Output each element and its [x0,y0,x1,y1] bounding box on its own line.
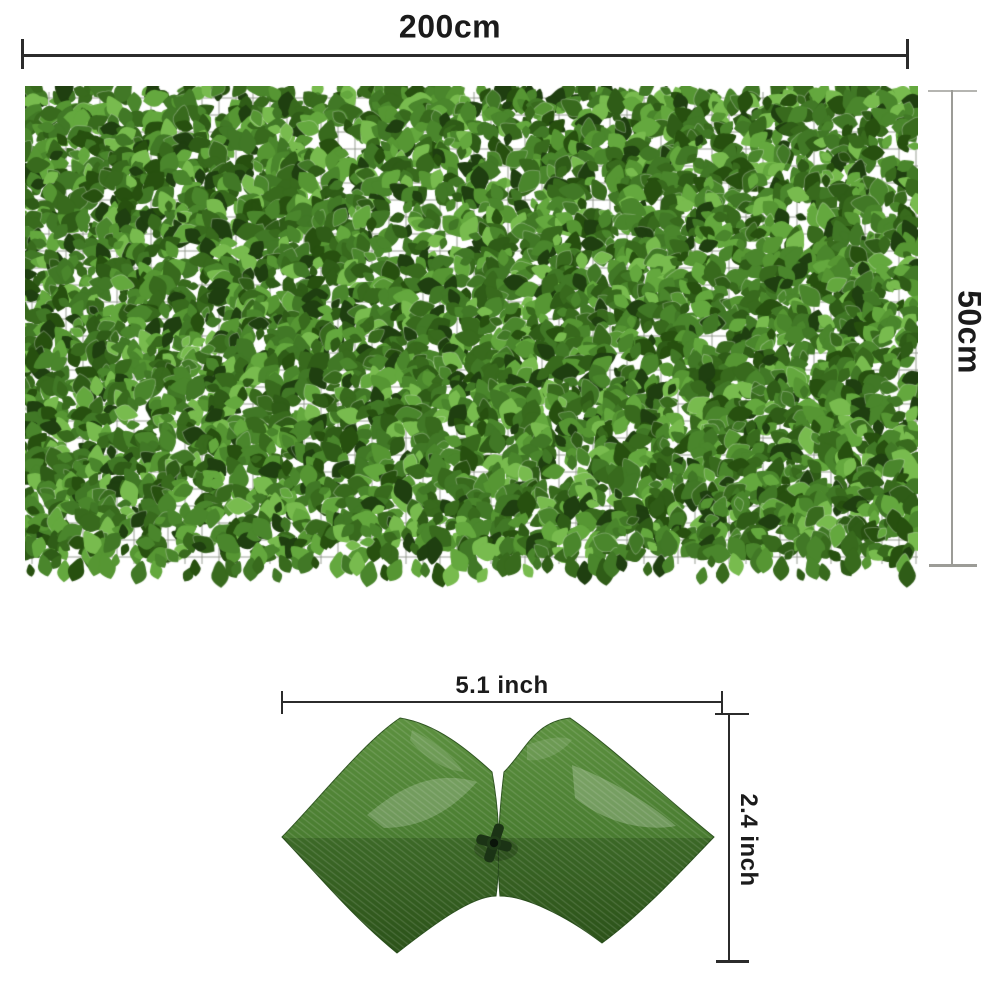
leaf-height-tick-top [715,713,749,715]
panel-height-line [951,90,953,567]
leaf-height-label: 2.4 inch [735,793,762,887]
panel-width-line [22,54,908,57]
leaf-width-line [282,701,723,703]
leaf-width-tick-left [281,691,283,714]
panel-height-label: 50cm [951,290,988,374]
panel-width-label: 200cm [398,8,502,45]
leaf-width-tick-right [721,691,723,714]
leaf-width-label: 5.1 inch [455,672,549,699]
leaf-height-tick-bottom [716,960,749,963]
hedge-panel-image [25,86,918,591]
panel-width-tick-left [21,39,24,69]
leaf-height-line [728,713,730,962]
panel-width-tick-right [906,39,909,69]
leaf-sample-image [281,717,715,954]
leaf-clip-connector [474,823,518,863]
panel-height-tick-bottom [929,564,977,567]
